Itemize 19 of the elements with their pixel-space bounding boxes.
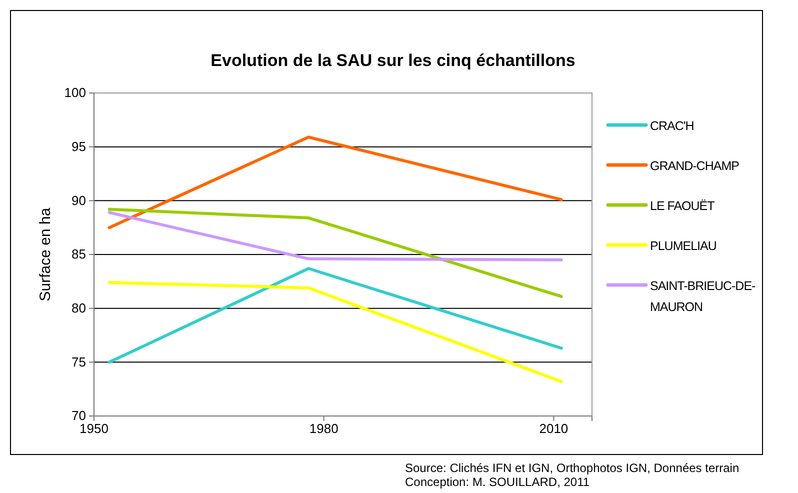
y-tick-label: 95 — [72, 138, 86, 154]
legend-label: PLUMELIAU — [650, 239, 717, 253]
y-tick-label: 85 — [72, 246, 86, 262]
legend-label: LE FAOUËT — [650, 199, 716, 213]
y-tick-label: 80 — [72, 300, 86, 316]
legend-label: SAINT-BRIEUC-DE-MAURON — [650, 279, 756, 314]
source-note: Source: Clichés IFN et IGN, Orthophotos IGN, Données terrain — [405, 461, 740, 475]
legend-label: GRAND-CHAMP — [650, 159, 740, 173]
chart-title: Evolution de la SAU sur les cinq échantillons — [210, 51, 576, 70]
text: Conception: M. SOUILLARD, 2011 — [405, 475, 590, 489]
x-tick-label: 2010 — [539, 421, 568, 436]
x-tick-label: 1950 — [80, 421, 108, 436]
y-tick-label: 75 — [72, 354, 86, 370]
y-tick-label: 100 — [64, 85, 86, 100]
y-axis-title: Surface en ha — [37, 207, 54, 302]
x-tick-label: 1980 — [309, 421, 338, 436]
y-tick-label: 90 — [72, 192, 86, 208]
y-tick-label: 70 — [72, 408, 86, 424]
legend-label: CRAC'H — [650, 119, 694, 133]
